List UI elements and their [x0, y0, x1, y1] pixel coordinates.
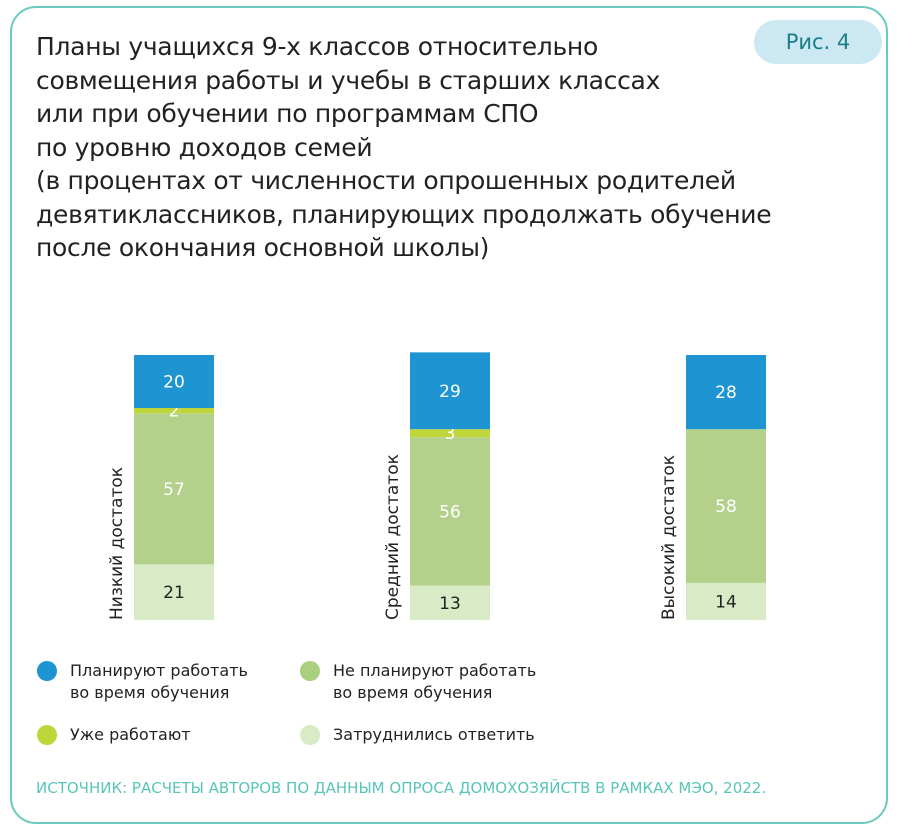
bar-segment: [410, 429, 490, 438]
title-line: по уровню доходов семей: [36, 132, 373, 162]
bar-segment: [134, 408, 214, 414]
bar-segment: [134, 355, 214, 408]
bar-segment: [134, 564, 214, 620]
legend-label: Затруднились ответить: [333, 725, 535, 744]
bar-segment: [686, 429, 766, 583]
data-label: 21: [163, 583, 185, 603]
bar-segment: [686, 355, 766, 430]
legend-item-not-planning: Не планируют работать во время обучения: [333, 660, 536, 704]
category-label: Низкий достаток: [107, 467, 127, 620]
data-label: 20: [163, 373, 185, 393]
category-label: Высокий достаток: [659, 455, 679, 620]
legend-item-planning: Планируют работать во время обучения: [70, 660, 248, 704]
title-line: совмещения работы и учебы в старших клас…: [36, 65, 661, 95]
chart-title: Планы учащихся 9-х классов относительно …: [36, 30, 836, 265]
title-line: Планы учащихся 9-х классов относительно: [36, 32, 598, 61]
data-label: 3: [445, 424, 456, 444]
data-label: 57: [163, 480, 185, 500]
figure-frame: [10, 6, 888, 824]
figure-badge: Рис. 4: [754, 20, 882, 64]
legend-swatch-undecided: [300, 725, 320, 745]
bar-segment: [134, 413, 214, 565]
source-note: ИСТОЧНИК: РАСЧЕТЫ АВТОРОВ ПО ДАННЫМ ОПРО…: [36, 779, 767, 797]
legend-label: Планируют работать: [70, 661, 248, 680]
legend-swatch-working: [37, 725, 57, 745]
category-label: Средний достаток: [383, 454, 403, 620]
bar-segment: [410, 585, 490, 620]
title-line: или при обучении по программам СПО: [36, 99, 539, 128]
data-label: 56: [439, 502, 461, 522]
legend-item-undecided: Затруднились ответить: [333, 724, 535, 746]
legend-label: во время обучения: [333, 683, 493, 702]
data-label: 28: [715, 383, 737, 403]
legend-swatch-not-planning: [300, 661, 320, 681]
data-label: 58: [715, 497, 737, 517]
data-label: 14: [715, 592, 737, 612]
bar-segment: [410, 352, 490, 430]
legend-label: Уже работают: [70, 725, 191, 744]
bar-segment: [410, 437, 490, 586]
legend-swatch-planning: [37, 661, 57, 681]
data-label: 29: [439, 382, 461, 402]
data-label: 13: [439, 594, 461, 614]
bar-segment: [686, 582, 766, 620]
title-line: (в процентах от численности опрошенных р…: [36, 166, 736, 195]
legend-label: во время обучения: [70, 683, 230, 702]
legend-item-working: Уже работают: [70, 724, 191, 746]
legend-label: Не планируют работать: [333, 661, 537, 680]
title-line: девятиклассников, планирующих продолжать…: [36, 199, 772, 229]
title-line: после окончания основной школы): [36, 233, 490, 262]
data-label: 2: [169, 402, 180, 422]
